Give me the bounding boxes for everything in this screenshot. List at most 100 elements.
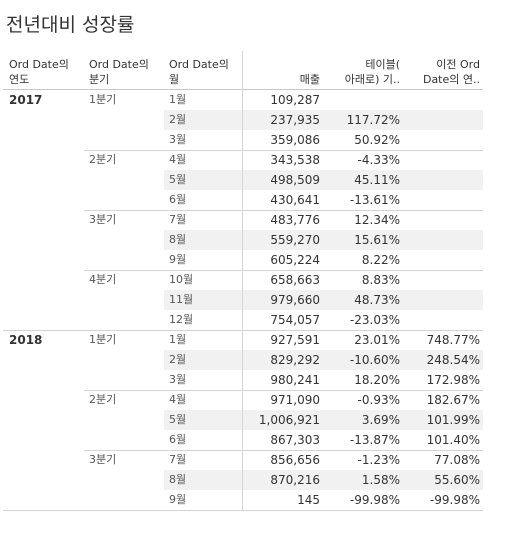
quarter-label[interactable]: 2분기: [89, 153, 117, 166]
month-label[interactable]: 8월: [169, 473, 187, 486]
quarter-label[interactable]: 1분기: [89, 333, 117, 346]
month-label[interactable]: 6월: [169, 433, 187, 446]
header-month[interactable]: Ord Date의 월: [169, 57, 229, 87]
prev-year-growth-value[interactable]: [400, 230, 480, 250]
table-calc-value[interactable]: -13.87%: [349, 433, 400, 447]
sales-value[interactable]: 359,086: [270, 133, 320, 147]
table-calc-value[interactable]: -13.61%: [349, 193, 400, 207]
table-calc-value[interactable]: 50.92%: [354, 133, 400, 147]
header-year[interactable]: Ord Date의 연도: [9, 57, 69, 87]
prev-year-growth-value[interactable]: [400, 130, 480, 150]
prev-year-growth-value[interactable]: [400, 250, 480, 270]
month-label[interactable]: 5월: [169, 173, 187, 186]
month-label[interactable]: 7월: [169, 453, 187, 466]
sales-value[interactable]: 109,287: [270, 93, 320, 107]
month-label[interactable]: 3월: [169, 373, 187, 386]
table-calc-value[interactable]: 48.73%: [354, 293, 400, 307]
month-label[interactable]: 2월: [169, 353, 187, 366]
year-label[interactable]: 2018: [9, 333, 43, 347]
sales-value[interactable]: 237,935: [270, 113, 320, 127]
month-label[interactable]: 9월: [169, 253, 187, 266]
prev-year-growth-value[interactable]: -99.98%: [429, 493, 480, 507]
prev-year-growth-value[interactable]: 172.98%: [426, 373, 480, 387]
year-label[interactable]: 2017: [9, 93, 43, 107]
prev-year-growth-value[interactable]: 101.99%: [426, 413, 480, 427]
month-label[interactable]: 9월: [169, 493, 187, 506]
header-sales[interactable]: 매출: [250, 72, 320, 87]
quarter-label[interactable]: 3분기: [89, 213, 117, 226]
sales-value[interactable]: 980,241: [270, 373, 320, 387]
row-band: [164, 110, 483, 130]
header-quarter[interactable]: Ord Date의 분기: [89, 57, 149, 87]
quarter-label[interactable]: 1분기: [89, 93, 117, 106]
table-calc-value[interactable]: 23.01%: [354, 333, 400, 347]
prev-year-growth-value[interactable]: 248.54%: [426, 353, 480, 367]
prev-year-growth-value[interactable]: [400, 310, 480, 330]
month-label[interactable]: 1월: [169, 93, 187, 106]
sales-value[interactable]: 343,538: [270, 153, 320, 167]
sales-value[interactable]: 483,776: [270, 213, 320, 227]
prev-year-growth-value[interactable]: [400, 270, 480, 290]
table-calc-value[interactable]: -1.23%: [357, 453, 400, 467]
prev-year-growth-value[interactable]: [400, 190, 480, 210]
table-calc-value[interactable]: [324, 90, 400, 110]
month-label[interactable]: 4월: [169, 393, 187, 406]
table-calc-value[interactable]: 3.69%: [361, 413, 400, 427]
sales-value[interactable]: 829,292: [270, 353, 320, 367]
sales-value[interactable]: 856,656: [270, 453, 320, 467]
month-label[interactable]: 5월: [169, 413, 187, 426]
sales-value[interactable]: 559,270: [270, 233, 320, 247]
sales-value[interactable]: 1,006,921: [258, 413, 320, 427]
table-calc-value[interactable]: -99.98%: [349, 493, 400, 507]
header-table-calc[interactable]: 테이블( 아래로) 기..: [324, 57, 400, 87]
prev-year-growth-value[interactable]: [400, 210, 480, 230]
prev-year-growth-value[interactable]: [400, 150, 480, 170]
table-calc-value[interactable]: 8.22%: [361, 253, 400, 267]
sales-value[interactable]: 979,660: [270, 293, 320, 307]
month-label[interactable]: 3월: [169, 133, 187, 146]
month-label[interactable]: 11월: [169, 293, 194, 306]
table-calc-value[interactable]: 8.83%: [361, 273, 400, 287]
table-calc-value[interactable]: 15.61%: [354, 233, 400, 247]
prev-year-growth-value[interactable]: 748.77%: [426, 333, 480, 347]
table-calc-value[interactable]: 45.11%: [354, 173, 400, 187]
month-label[interactable]: 6월: [169, 193, 187, 206]
prev-year-growth-value[interactable]: 55.60%: [434, 473, 480, 487]
table-calc-value[interactable]: 12.34%: [354, 213, 400, 227]
prev-year-growth-value[interactable]: [400, 90, 480, 110]
table-calc-value[interactable]: -10.60%: [349, 353, 400, 367]
prev-year-growth-value[interactable]: [400, 290, 480, 310]
prev-year-growth-value[interactable]: 182.67%: [426, 393, 480, 407]
month-label[interactable]: 2월: [169, 113, 187, 126]
sales-value[interactable]: 927,591: [270, 333, 320, 347]
table-calc-value[interactable]: -0.93%: [357, 393, 400, 407]
sales-value[interactable]: 867,303: [270, 433, 320, 447]
quarter-label[interactable]: 2분기: [89, 393, 117, 406]
month-label[interactable]: 4월: [169, 153, 187, 166]
prev-year-growth-value[interactable]: 101.40%: [426, 433, 480, 447]
sales-value[interactable]: 498,509: [270, 173, 320, 187]
sales-value[interactable]: 658,663: [270, 273, 320, 287]
month-label[interactable]: 10월: [169, 273, 194, 286]
sales-value[interactable]: 430,641: [270, 193, 320, 207]
sales-value[interactable]: 971,090: [270, 393, 320, 407]
month-label[interactable]: 7월: [169, 213, 187, 226]
header-prev-year[interactable]: 이전 Ord Date의 연..: [404, 57, 480, 87]
prev-year-growth-value[interactable]: [400, 170, 480, 190]
table-calc-value[interactable]: 18.20%: [354, 373, 400, 387]
sales-value[interactable]: 605,224: [270, 253, 320, 267]
quarter-label[interactable]: 3분기: [89, 453, 117, 466]
table-calc-value[interactable]: 117.72%: [346, 113, 400, 127]
sales-value[interactable]: 870,216: [270, 473, 320, 487]
sales-value[interactable]: 145: [297, 493, 320, 507]
prev-year-growth-value[interactable]: [400, 110, 480, 130]
table-calc-value[interactable]: 1.58%: [361, 473, 400, 487]
month-label[interactable]: 1월: [169, 333, 187, 346]
quarter-label[interactable]: 4분기: [89, 273, 117, 286]
month-label[interactable]: 12월: [169, 313, 194, 326]
prev-year-growth-value[interactable]: 77.08%: [434, 453, 480, 467]
sales-value[interactable]: 754,057: [270, 313, 320, 327]
table-calc-value[interactable]: -4.33%: [357, 153, 400, 167]
table-calc-value[interactable]: -23.03%: [349, 313, 400, 327]
month-label[interactable]: 8월: [169, 233, 187, 246]
